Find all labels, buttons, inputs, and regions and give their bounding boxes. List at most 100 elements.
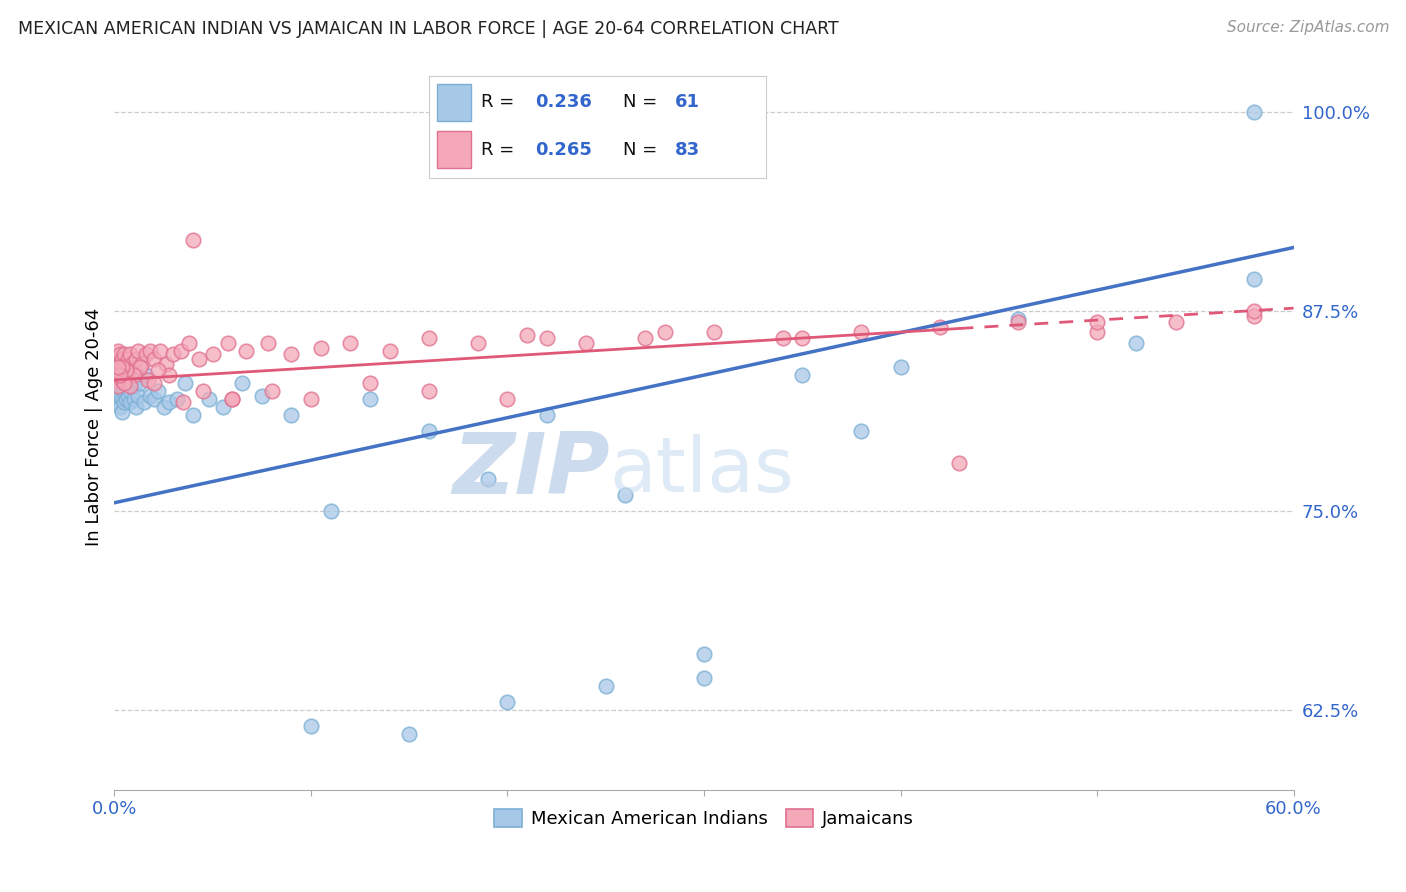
Point	[187, 352, 209, 367]
Point	[197, 392, 219, 406]
Point	[122, 363, 145, 377]
Point	[107, 395, 129, 409]
Point	[111, 352, 134, 367]
Point	[120, 347, 142, 361]
Text: MEXICAN AMERICAN INDIAN VS JAMAICAN IN LABOR FORCE | AGE 20-64 CORRELATION CHART: MEXICAN AMERICAN INDIAN VS JAMAICAN IN L…	[18, 20, 839, 37]
Point	[299, 392, 322, 406]
FancyBboxPatch shape	[437, 131, 471, 168]
Point	[107, 379, 129, 393]
Point	[792, 368, 814, 383]
Point	[398, 727, 420, 741]
Point	[654, 325, 676, 339]
Point	[115, 363, 138, 377]
Point	[112, 384, 135, 398]
Text: 83: 83	[675, 141, 700, 159]
Text: ZIP: ZIP	[453, 429, 610, 512]
Point	[105, 360, 128, 375]
Point	[166, 392, 188, 406]
Text: N =: N =	[623, 94, 662, 112]
Point	[319, 504, 342, 518]
Point	[142, 376, 165, 391]
Point	[536, 331, 558, 345]
Point	[359, 376, 381, 391]
Point	[105, 384, 128, 398]
Point	[125, 352, 148, 367]
Point	[359, 392, 381, 406]
Point	[536, 408, 558, 422]
Point	[703, 325, 725, 339]
Text: N =: N =	[623, 141, 662, 159]
Point	[107, 363, 129, 377]
Point	[851, 325, 873, 339]
Point	[105, 352, 128, 367]
Point	[889, 360, 911, 375]
Point	[418, 424, 440, 438]
Point	[131, 357, 153, 371]
Point	[105, 392, 128, 406]
Point	[378, 344, 401, 359]
Point	[1007, 312, 1029, 326]
Point	[107, 344, 129, 359]
Point	[122, 392, 145, 406]
Point	[159, 368, 181, 383]
Point	[111, 392, 134, 406]
Text: 0.265: 0.265	[536, 141, 592, 159]
Point	[221, 392, 243, 406]
Point	[693, 671, 716, 685]
Text: R =: R =	[481, 94, 520, 112]
Point	[139, 344, 162, 359]
Point	[122, 379, 145, 393]
Point	[120, 384, 142, 398]
Point	[120, 395, 142, 409]
Point	[181, 408, 204, 422]
Point	[595, 679, 617, 693]
Point	[280, 408, 302, 422]
Legend: Mexican American Indians, Jamaicans: Mexican American Indians, Jamaicans	[488, 802, 921, 835]
Point	[127, 389, 149, 403]
Point	[231, 376, 253, 391]
Point	[117, 389, 139, 403]
Point	[110, 400, 132, 414]
Point	[467, 336, 489, 351]
Point	[110, 357, 132, 371]
Point	[299, 719, 322, 733]
Point	[174, 376, 197, 391]
Point	[107, 360, 129, 375]
Point	[110, 389, 132, 403]
Point	[634, 331, 657, 345]
Point	[170, 344, 193, 359]
Point	[125, 400, 148, 414]
Point	[135, 347, 157, 361]
Point	[112, 360, 135, 375]
Point	[172, 395, 194, 409]
Point	[110, 368, 132, 383]
Point	[191, 384, 214, 398]
Point	[122, 368, 145, 383]
Point	[1243, 304, 1265, 318]
Point	[115, 379, 138, 393]
Point	[309, 341, 332, 355]
Point	[111, 405, 134, 419]
Point	[136, 373, 159, 387]
Text: 0.236: 0.236	[536, 94, 592, 112]
Point	[105, 373, 128, 387]
Point	[496, 695, 519, 709]
Text: atlas: atlas	[610, 434, 794, 508]
Point	[117, 376, 139, 391]
Point	[339, 336, 361, 351]
Point	[112, 395, 135, 409]
Point	[477, 472, 499, 486]
Point	[1085, 325, 1108, 339]
Point	[516, 328, 538, 343]
Point	[614, 488, 637, 502]
Point	[110, 368, 132, 383]
Point	[135, 368, 157, 383]
Text: R =: R =	[481, 141, 520, 159]
Point	[496, 392, 519, 406]
Point	[139, 389, 162, 403]
Point	[111, 360, 134, 375]
Point	[162, 347, 184, 361]
Point	[177, 336, 200, 351]
Point	[155, 357, 177, 371]
Point	[235, 344, 257, 359]
